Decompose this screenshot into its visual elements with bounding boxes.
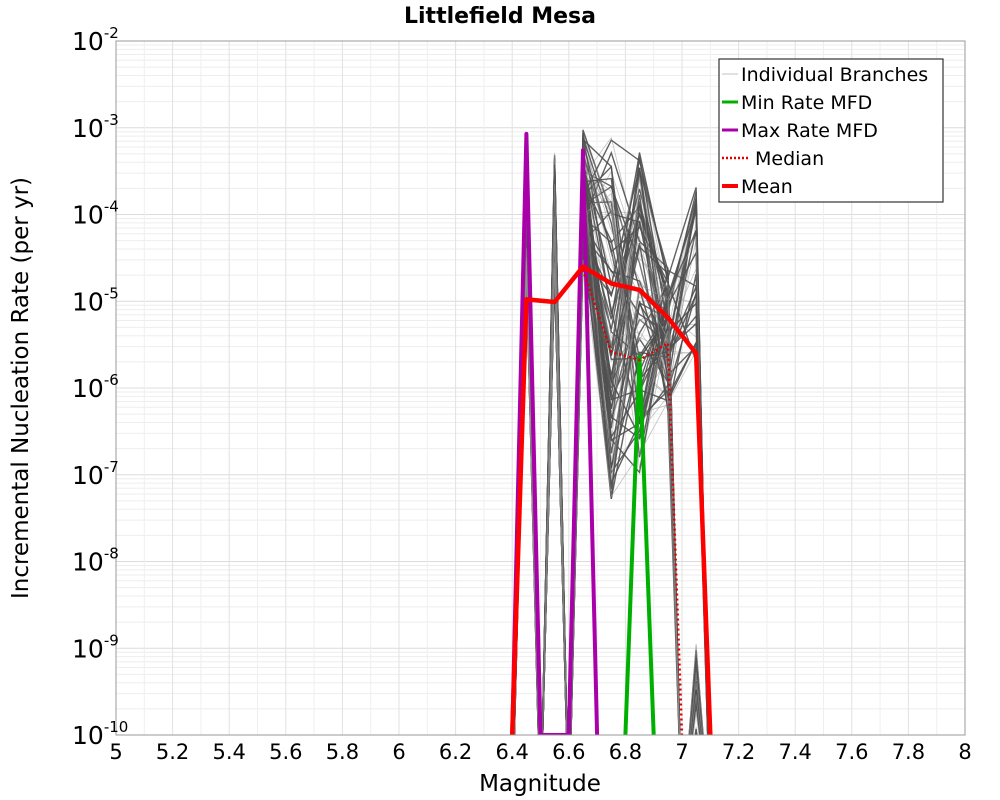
series-median	[581, 269, 684, 735]
legend: Individual Branches Min Rate MFD Max Rate …	[718, 58, 944, 203]
x-axis-label: Magnitude	[479, 771, 601, 797]
legend-box	[718, 58, 944, 203]
y-axis-label: Incremental Nucleation Rate (per yr)	[8, 177, 34, 599]
y-tick-label: 10-10	[72, 718, 128, 750]
y-tick-label: 10-7	[72, 458, 119, 490]
series-max-rate-mfd	[510, 131, 600, 735]
legend-item: Min Rate MFD	[722, 92, 872, 114]
y-tick-label: 10-3	[72, 111, 119, 143]
series-layer	[509, 131, 713, 735]
y-tick-label: 10-2	[72, 24, 119, 56]
x-tick-label: 7.4	[778, 740, 811, 764]
grid	[115, 41, 966, 736]
y-tick-label: 10-5	[72, 284, 119, 316]
chart-title: Littlefield Mesa	[404, 4, 596, 29]
legend-label: Min Rate MFD	[741, 92, 872, 114]
series-mean	[509, 264, 713, 735]
y-tick-label: 10-4	[72, 198, 119, 230]
legend-item: Median	[722, 148, 824, 170]
y-tick-label: 10-9	[72, 631, 119, 663]
x-tick-label: 5.2	[156, 740, 189, 764]
y-tick-label: 10-8	[72, 545, 119, 577]
x-tick-label: 5	[109, 740, 122, 764]
legend-item: Mean	[722, 176, 793, 198]
x-tick-label: 6	[392, 740, 405, 764]
x-tick-label: 5.8	[326, 740, 359, 764]
x-tick-label: 6.4	[495, 740, 528, 764]
x-tick-label: 8	[958, 740, 971, 764]
x-tick-label: 5.6	[269, 740, 302, 764]
branch-line	[513, 183, 702, 735]
series-min-rate-mfd	[623, 354, 656, 735]
x-tick-label: 7.6	[835, 740, 868, 764]
x-tick-label: 7.2	[722, 740, 755, 764]
y-tick-label: 10-6	[72, 371, 119, 403]
legend-item: Individual Branches	[722, 64, 928, 86]
y-tick-labels: 10-2 10-3 10-4 10-5 10-6 10-7 10-8 10-9 10-10	[72, 24, 128, 750]
x-tick-label: 6.2	[439, 740, 472, 764]
x-tick-label: 5.4	[212, 740, 245, 764]
legend-label: Median	[755, 148, 824, 170]
plot-border	[115, 40, 966, 736]
legend-label: Mean	[741, 176, 793, 198]
x-tick-label: 7.8	[892, 740, 925, 764]
x-tick-label: 6.6	[552, 740, 585, 764]
x-tick-label: 6.8	[609, 740, 642, 764]
x-tick-labels: 5 5.2 5.4 5.6 5.8 6 6.2 6.4 6.6 6.8 7 7.2 7.4 7.6 7.8 8	[109, 740, 971, 764]
x-tick-label: 7	[675, 740, 688, 764]
legend-item: Max Rate MFD	[722, 120, 878, 142]
legend-label: Individual Branches	[741, 64, 928, 86]
legend-label: Max Rate MFD	[741, 120, 878, 142]
